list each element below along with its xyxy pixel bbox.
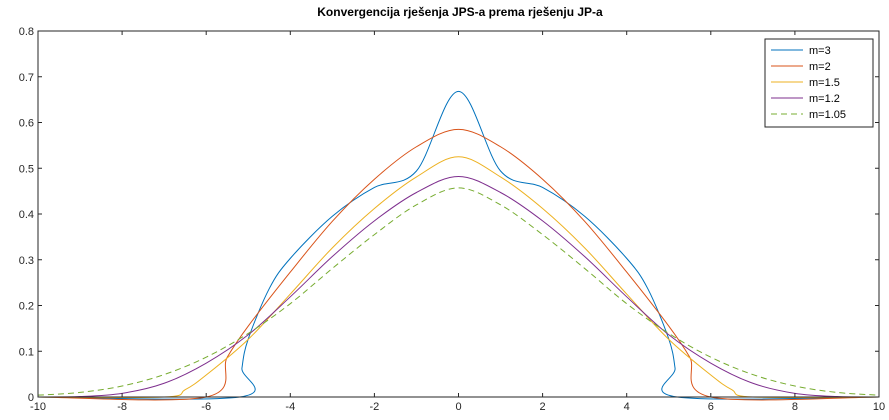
legend-label: m=1.2: [809, 93, 840, 105]
series-layer: [37, 90, 880, 401]
y-tick-label: 0.2: [19, 301, 34, 313]
series-line-4: [37, 175, 880, 398]
y-tick-label: 0.3: [19, 255, 34, 267]
series-line-1: [37, 90, 880, 400]
x-tick-label: -4: [285, 401, 295, 413]
x-tick-label: -6: [201, 401, 211, 413]
y-tick-label: 0.1: [19, 346, 34, 358]
x-tick-label: -8: [117, 401, 127, 413]
x-tick-label: 4: [624, 401, 630, 413]
x-tick-label: -2: [370, 401, 380, 413]
y-tick-label: 0.8: [19, 26, 34, 38]
y-tick-label: 0.7: [19, 72, 34, 84]
chart-title: Konvergencija rješenja JPS-a prema rješe…: [317, 5, 603, 19]
series-line-3: [37, 156, 880, 399]
legend-label: m=3: [809, 45, 831, 57]
series-line-2: [37, 128, 880, 401]
plot-area: [38, 31, 879, 397]
y-tick-label: 0.6: [19, 118, 34, 130]
legend-label: m=1.05: [809, 109, 846, 121]
axes-layer: -10 -8 -6 -4 -2 0 2 4 6 8 10 0 0.1 0.2 0.3 0.4 0.5 0.6 0.7…: [19, 26, 885, 413]
x-tick-label: 0: [455, 401, 461, 413]
x-tick-label: 6: [708, 401, 714, 413]
y-tick-label: 0.4: [19, 209, 34, 221]
series-line-5: [37, 187, 880, 396]
legend-label: m=1.5: [809, 77, 840, 89]
legend-label: m=2: [809, 61, 831, 73]
x-tick-label: -10: [30, 401, 46, 413]
x-tick-label: 2: [540, 401, 546, 413]
y-tick-label: 0.5: [19, 163, 34, 175]
legend-box: [764, 38, 874, 128]
x-tick-label: 10: [873, 401, 885, 413]
x-tick-label: 8: [792, 401, 798, 413]
y-tick-label: 0: [28, 392, 34, 404]
legend: m=3 m=2 m=1.5 m=1.2 m=1.05: [764, 38, 874, 128]
